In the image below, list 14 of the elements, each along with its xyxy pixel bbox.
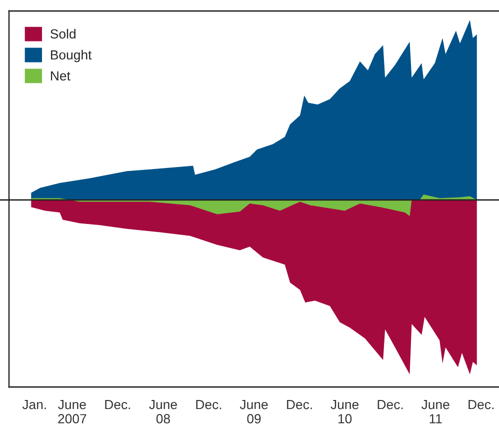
x-tick-label: Dec. bbox=[196, 400, 222, 410]
x-tick-label: June 08 bbox=[149, 400, 177, 424]
x-tick-label: Dec. bbox=[378, 400, 403, 410]
x-tick-label: Dec. bbox=[287, 400, 312, 410]
x-tick-label: June 09 bbox=[240, 400, 268, 424]
x-tick-label: June 10 bbox=[330, 400, 359, 424]
legend-label: Bought bbox=[50, 50, 92, 62]
x-tick-label: June 11 bbox=[421, 400, 450, 424]
legend-label: Net bbox=[50, 71, 70, 81]
x-tick-label: Dec. bbox=[105, 400, 130, 410]
legend-label: Sold bbox=[50, 28, 76, 39]
x-tick-label: Dec. bbox=[468, 400, 494, 410]
x-tick-label: Jan. bbox=[22, 400, 46, 410]
x-tick-label: June 2007 bbox=[58, 400, 86, 424]
